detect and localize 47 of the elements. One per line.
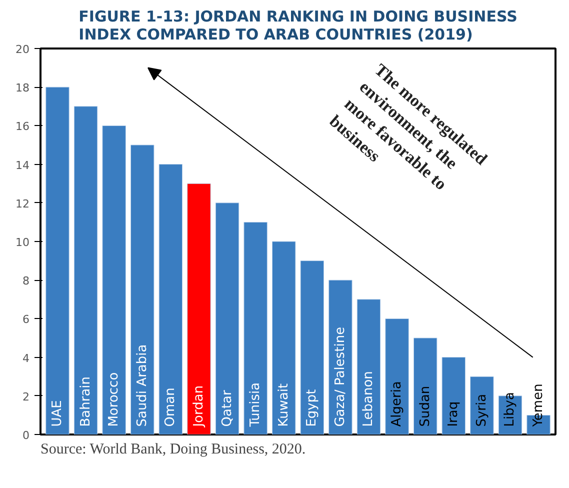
y-tick-label: 4 (22, 352, 30, 365)
y-tick-label: 16 (16, 120, 30, 134)
bar (130, 144, 154, 434)
y-tick-label: 2 (22, 390, 30, 404)
bar (187, 183, 211, 434)
y-tick-label: 0 (22, 429, 30, 442)
bar (385, 318, 409, 434)
bar (158, 164, 183, 434)
y-tick-label: 6 (22, 313, 30, 326)
x-tick-label: Tunisia (248, 382, 264, 428)
source-note: Source: World Bank, Doing Business, 2020. (40, 442, 306, 458)
x-tick-label: Morocco (106, 372, 122, 427)
x-tick-label: Jordan (191, 385, 206, 428)
bar (215, 202, 240, 434)
y-tick-label: 10 (16, 236, 30, 249)
x-tick-label: Bahrain (78, 376, 94, 427)
x-tick-label: Kuwait (276, 383, 292, 427)
x-tick-label: Syria (474, 394, 490, 427)
bar (46, 86, 70, 434)
y-tick-label: 8 (22, 274, 30, 288)
bar (413, 338, 438, 434)
x-tick-label: Oman (163, 388, 178, 427)
bar (102, 125, 126, 434)
x-tick-label: UAE (50, 400, 65, 427)
bar (244, 222, 268, 434)
y-tick-label: 20 (16, 43, 30, 56)
x-tick-label: Algeria (390, 381, 405, 427)
bar (356, 299, 381, 434)
bar (470, 376, 494, 434)
x-tick-label: Sudan (418, 386, 433, 427)
x-tick-label: Gaza/ Palestine (332, 326, 348, 427)
x-tick-label: Saudi Arabia (134, 344, 150, 427)
y-tick-label: 18 (16, 82, 30, 95)
x-tick-label: Yemen (531, 384, 546, 428)
bar (328, 280, 352, 434)
x-tick-label: Iraq (446, 401, 462, 427)
chart-title: FIGURE 1-13: JORDAN RANKING IN DOING BUSINESS INDEX COMPARED TO ARAB COUNTRIES (2019) (78, 8, 518, 44)
x-tick-label: Qatar (220, 390, 235, 427)
y-tick-label: 14 (16, 158, 30, 172)
bar (300, 260, 324, 434)
x-tick-label: Egypt (304, 389, 320, 427)
x-tick-label: Libya (502, 392, 518, 427)
bar (74, 106, 98, 434)
bar (272, 241, 296, 434)
y-tick-label: 12 (16, 197, 30, 210)
bar (442, 357, 466, 434)
x-tick-label: Lebanon (361, 371, 376, 427)
